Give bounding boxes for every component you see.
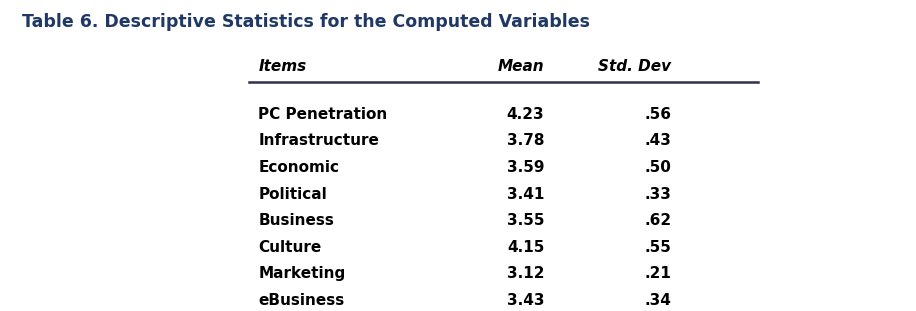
Text: 4.23: 4.23	[507, 107, 544, 122]
Text: 3.43: 3.43	[507, 293, 544, 308]
Text: Table 6. Descriptive Statistics for the Computed Variables: Table 6. Descriptive Statistics for the …	[22, 13, 590, 31]
Text: 3.59: 3.59	[507, 160, 544, 175]
Text: .55: .55	[645, 240, 671, 255]
Text: 3.41: 3.41	[507, 187, 544, 202]
Text: Business: Business	[258, 213, 334, 228]
Text: Marketing: Marketing	[258, 267, 345, 281]
Text: .62: .62	[644, 213, 671, 228]
Text: .56: .56	[644, 107, 671, 122]
Text: 3.55: 3.55	[507, 213, 544, 228]
Text: Infrastructure: Infrastructure	[258, 133, 379, 148]
Text: 3.12: 3.12	[507, 267, 544, 281]
Text: Items: Items	[258, 59, 307, 74]
Text: .50: .50	[645, 160, 671, 175]
Text: Economic: Economic	[258, 160, 339, 175]
Text: Political: Political	[258, 187, 327, 202]
Text: 3.78: 3.78	[507, 133, 544, 148]
Text: 4.15: 4.15	[507, 240, 544, 255]
Text: .34: .34	[645, 293, 671, 308]
Text: Culture: Culture	[258, 240, 322, 255]
Text: PC Penetration: PC Penetration	[258, 107, 387, 122]
Text: Std. Dev: Std. Dev	[598, 59, 671, 74]
Text: .43: .43	[645, 133, 671, 148]
Text: eBusiness: eBusiness	[258, 293, 344, 308]
Text: .33: .33	[645, 187, 671, 202]
Text: .21: .21	[645, 267, 671, 281]
Text: Mean: Mean	[497, 59, 544, 74]
